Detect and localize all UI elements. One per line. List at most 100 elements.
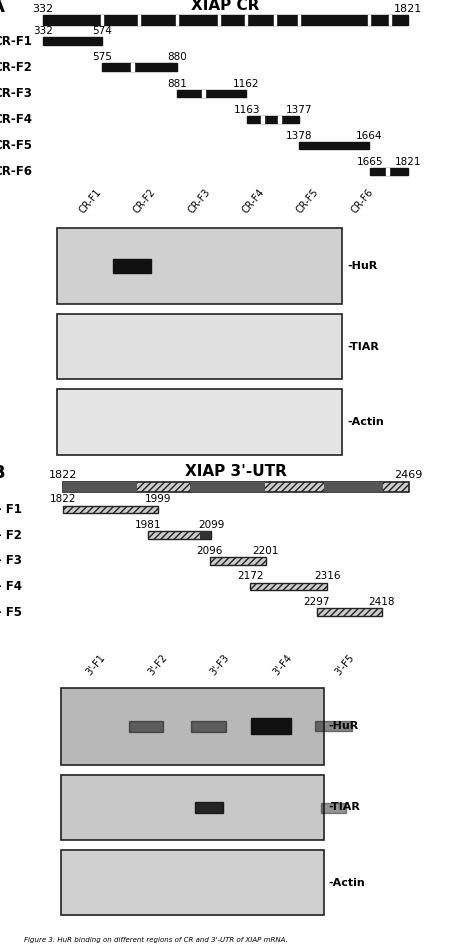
Text: 2297: 2297 [304, 598, 330, 607]
Text: CR-F2: CR-F2 [0, 61, 32, 74]
Text: 574: 574 [92, 27, 112, 36]
Bar [298, 15, 300, 25]
Text: CR-F2: CR-F2 [132, 187, 158, 216]
Text: Figure 3. HuR binding on different regions of CR and 3'-UTR of XIAP mRNA.: Figure 3. HuR binding on different regio… [24, 938, 287, 943]
Text: XIAP CR: XIAP CR [191, 0, 260, 12]
Bar [43, 37, 102, 45]
Text: 1981: 1981 [135, 520, 161, 530]
Text: 2418: 2418 [368, 598, 395, 607]
Text: XIAP 3'-UTR: XIAP 3'-UTR [185, 465, 287, 479]
Bar [62, 775, 324, 840]
Text: 2172: 2172 [237, 572, 264, 581]
Text: 1665: 1665 [356, 157, 383, 167]
Text: 332: 332 [32, 4, 53, 13]
Bar [57, 390, 342, 455]
Text: 575: 575 [92, 52, 112, 63]
Text: 332: 332 [33, 27, 53, 36]
Bar [194, 802, 223, 813]
Bar [202, 89, 205, 97]
Text: 1821: 1821 [395, 157, 421, 167]
Text: 1377: 1377 [286, 104, 312, 115]
Bar [274, 15, 276, 25]
Bar [278, 116, 282, 123]
Bar [324, 482, 383, 492]
Text: 3'- F3: 3'- F3 [0, 554, 22, 567]
Text: CR-F3: CR-F3 [186, 187, 212, 216]
Bar [101, 15, 103, 25]
Text: 3'-F4: 3'-F4 [271, 653, 294, 677]
Bar [176, 15, 178, 25]
Text: 1821: 1821 [394, 4, 422, 13]
Bar [63, 482, 409, 492]
Text: 880: 880 [167, 52, 187, 63]
Bar [250, 582, 327, 590]
Bar [370, 168, 408, 175]
Text: CR-F3: CR-F3 [0, 86, 32, 100]
Bar [129, 721, 164, 732]
Bar [63, 482, 137, 492]
Text: CR-F4: CR-F4 [240, 187, 266, 216]
Bar [386, 168, 389, 175]
Text: 2316: 2316 [314, 572, 340, 581]
Bar [201, 531, 211, 539]
Text: 2201: 2201 [253, 545, 279, 556]
Text: -TIAR: -TIAR [328, 803, 360, 812]
Bar [57, 314, 342, 379]
Text: -HuR: -HuR [347, 261, 378, 271]
Text: -Actin: -Actin [347, 417, 384, 428]
Bar [191, 721, 226, 732]
Text: CR-F6: CR-F6 [349, 187, 375, 216]
Text: 2096: 2096 [196, 545, 223, 556]
Text: -HuR: -HuR [328, 721, 359, 732]
Bar [218, 15, 219, 25]
Text: 1999: 1999 [145, 494, 171, 504]
Bar [62, 688, 324, 765]
Text: 881: 881 [167, 79, 187, 88]
Text: 3'-F2: 3'-F2 [146, 653, 169, 677]
Text: 3'-F3: 3'-F3 [209, 653, 232, 677]
Bar [148, 531, 211, 539]
Bar [317, 609, 382, 616]
Bar [389, 15, 392, 25]
Bar [261, 116, 264, 123]
Bar [43, 15, 408, 25]
Text: CR-F6: CR-F6 [0, 165, 32, 178]
Text: CR-F5: CR-F5 [295, 187, 321, 216]
Text: -TIAR: -TIAR [347, 342, 379, 352]
Bar [321, 803, 346, 812]
Text: 1822: 1822 [49, 470, 77, 480]
Bar [315, 721, 352, 732]
Text: 3'- F2: 3'- F2 [0, 528, 22, 542]
Bar [190, 482, 265, 492]
Bar [177, 89, 246, 97]
Text: CR-F1: CR-F1 [77, 187, 103, 216]
Text: -Actin: -Actin [328, 878, 365, 887]
Text: B: B [0, 465, 5, 483]
Text: 3'- F1: 3'- F1 [0, 503, 22, 516]
Text: 2099: 2099 [198, 520, 224, 530]
Bar [131, 64, 134, 71]
Text: 3'-F5: 3'-F5 [333, 653, 356, 677]
Bar [62, 850, 324, 915]
Text: 3'-F1: 3'-F1 [84, 653, 107, 677]
Bar [245, 15, 247, 25]
Text: 3'- F5: 3'- F5 [0, 606, 22, 618]
Text: CR-F5: CR-F5 [0, 139, 32, 152]
Text: CR-F1: CR-F1 [0, 34, 32, 48]
Text: 1162: 1162 [233, 79, 260, 88]
Bar [246, 116, 299, 123]
Text: 3'- F4: 3'- F4 [0, 580, 22, 593]
Text: 1163: 1163 [233, 104, 260, 115]
Text: 1822: 1822 [50, 494, 76, 504]
Text: A: A [0, 0, 5, 16]
Bar [368, 15, 370, 25]
Bar [299, 142, 369, 149]
Text: CR-F4: CR-F4 [0, 113, 32, 125]
Bar [102, 64, 177, 71]
Bar [112, 259, 151, 273]
Bar [57, 228, 342, 304]
Text: 1664: 1664 [356, 131, 383, 141]
Text: 1378: 1378 [286, 131, 312, 141]
Bar [63, 505, 158, 513]
Bar [251, 718, 292, 734]
